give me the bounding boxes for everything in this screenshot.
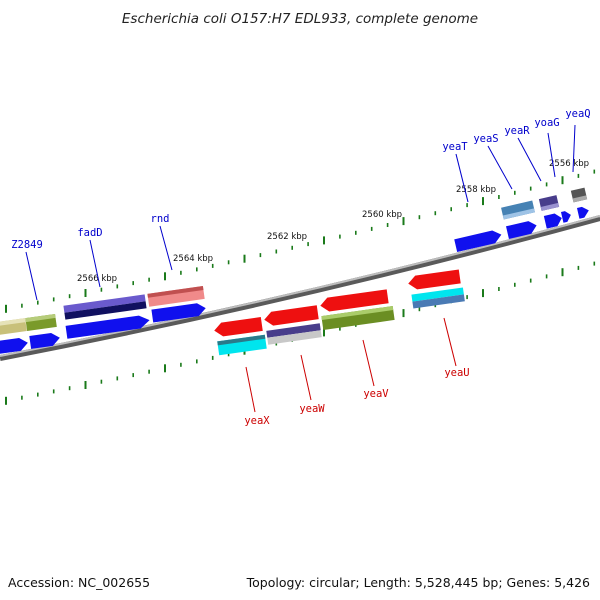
- feature-blue-left-1[interactable]: [0, 337, 29, 355]
- feature-yeaT[interactable]: [454, 229, 503, 252]
- gene-label-yeaW[interactable]: yeaW: [299, 403, 325, 415]
- feature-blue-left-2[interactable]: [29, 332, 61, 349]
- topology-label: Topology: circular; Length: 5,528,445 bp…: [246, 575, 590, 590]
- feature-rnd[interactable]: [147, 286, 205, 307]
- gene-label-yeaX[interactable]: yeaX: [244, 415, 270, 427]
- feature-olive-left[interactable]: [25, 313, 57, 332]
- feature-yeaX[interactable]: [213, 317, 263, 338]
- gene-label-yoaG[interactable]: yoaG: [534, 117, 559, 129]
- feature-yeaV[interactable]: [319, 289, 389, 312]
- forward-leader-lines: [25, 124, 576, 301]
- feature-blue-yeaS[interactable]: [506, 220, 538, 239]
- gene-label-yeaV[interactable]: yeaV: [363, 388, 389, 400]
- feature-blue-yoaG[interactable]: [560, 210, 572, 223]
- scale-label-2562: 2562 kbp: [267, 232, 307, 242]
- gene-label-yeaU[interactable]: yeaU: [444, 367, 469, 379]
- scale-label-2560: 2560 kbp: [362, 210, 402, 220]
- feature-yeaS[interactable]: [501, 200, 535, 220]
- feature-blue-yeaR[interactable]: [543, 212, 563, 229]
- scale-label-2558: 2558 kbp: [456, 185, 496, 195]
- feature-blue-rnd[interactable]: [151, 302, 206, 323]
- feature-yeaU[interactable]: [407, 269, 461, 290]
- gene-label-yeaQ[interactable]: yeaQ: [565, 108, 590, 120]
- gene-label-yeaR[interactable]: yeaR: [504, 125, 530, 137]
- gene-label-rnd[interactable]: rnd: [151, 213, 170, 225]
- feature-yeaQ[interactable]: [570, 187, 588, 203]
- feature-fadD[interactable]: [63, 294, 147, 320]
- gene-label-yeaS[interactable]: yeaS: [473, 133, 498, 145]
- map-title: Escherichia coli O157:H7 EDL933, complet…: [122, 11, 478, 27]
- gene-label-yeaT[interactable]: yeaT: [442, 141, 468, 153]
- genome-backbone: [0, 215, 600, 361]
- accession-label: Accession: NC_002655: [8, 575, 150, 590]
- gene-label-fadD[interactable]: fadD: [77, 227, 102, 239]
- gene-label-Z2849[interactable]: Z2849: [11, 239, 43, 251]
- feature-yeaW[interactable]: [263, 305, 319, 326]
- feature-blue-yeaQ[interactable]: [576, 206, 590, 219]
- feature-cyan-yeaX[interactable]: [217, 334, 267, 356]
- reverse-leader-lines: [245, 317, 457, 413]
- feature-purple-yeaW[interactable]: [266, 323, 322, 345]
- feature-yeaR[interactable]: [538, 195, 560, 211]
- tick-marks: [5, 169, 596, 405]
- feature-cyan-yeaU[interactable]: [411, 287, 465, 309]
- feature-blue-fadD[interactable]: [65, 314, 151, 339]
- reverse-strand-features: [213, 269, 465, 356]
- scale-label-2564: 2564 kbp: [173, 254, 213, 264]
- scale-label-2566: 2566 kbp: [77, 274, 117, 284]
- genome-backbone-highlight: [0, 215, 600, 357]
- scale-label-2556: 2556 kbp: [549, 159, 589, 169]
- forward-strand-features: [0, 187, 590, 355]
- feature-olive-yeaV[interactable]: [321, 306, 395, 330]
- feature-tan-left[interactable]: [0, 318, 27, 336]
